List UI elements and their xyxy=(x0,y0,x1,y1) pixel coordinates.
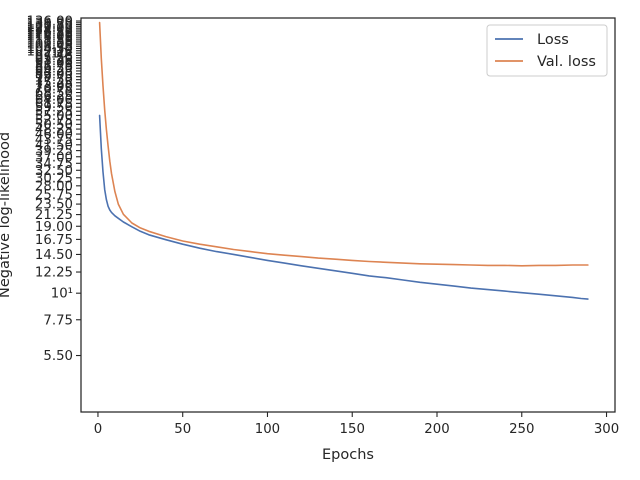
y-tick-label: 7.75 xyxy=(43,313,73,328)
y-tick-label: 127.00 xyxy=(26,22,73,37)
y-axis-ticks: 5.50 7.75 10¹ 12.25 14.5016.7519.0021.2523.5… xyxy=(26,15,81,364)
y-tick-label: 34.75 xyxy=(35,157,73,172)
y-tick-label: 106.75 xyxy=(26,40,73,55)
y-tick-label: 129.25 xyxy=(26,20,73,35)
series-line-0 xyxy=(98,114,589,300)
series-line-1 xyxy=(98,21,589,267)
y-tick-label: 75.25 xyxy=(35,76,73,91)
y-tick-label: 30.25 xyxy=(35,171,73,186)
y-tick-label: 118.00 xyxy=(26,29,73,44)
y-tick-label: 68.50 xyxy=(35,86,73,101)
y-tick-label: 122.50 xyxy=(26,25,73,40)
legend-label: Loss xyxy=(537,32,569,48)
y-axis-label: Negative log-likelihood xyxy=(0,132,13,298)
y-tick-label: 57.25 xyxy=(35,105,73,120)
x-tick-label: 200 xyxy=(424,422,449,437)
y-tick-label: 120.25 xyxy=(26,27,73,42)
y-tick-label: 21.25 xyxy=(35,208,73,223)
y-tick-label: 32.50 xyxy=(35,164,73,179)
y-tick-label: 113.50 xyxy=(26,33,73,48)
y-tick-label: 46.00 xyxy=(35,128,73,143)
y-tick-label: 25.75 xyxy=(35,188,73,203)
y-tick-label: 10² xyxy=(51,47,73,62)
y-tick-label: 104.50 xyxy=(26,42,73,57)
y-tick-label: 55.00 xyxy=(35,109,73,124)
y-tick-label: 41.50 xyxy=(35,138,73,153)
y-tick-label: 5.50 xyxy=(43,349,73,364)
y-tick-label: 14.50 xyxy=(35,248,73,263)
y-tick-label: 16.75 xyxy=(35,233,73,248)
x-tick-label: 50 xyxy=(174,422,191,437)
y-tick-label: 115.75 xyxy=(26,31,73,46)
y-tick-label: 97.75 xyxy=(35,49,73,64)
y-tick-label: 91.00 xyxy=(35,56,73,71)
x-axis-label: Epochs xyxy=(322,447,374,463)
legend: Loss Val. loss xyxy=(486,24,608,77)
y-tick-label: 88.75 xyxy=(35,59,73,74)
y-tick-label: 95.50 xyxy=(35,51,73,66)
x-axis-ticks: 0 50 100 150 200 250 300 xyxy=(94,412,619,437)
y-tick-label: 79.75 xyxy=(35,70,73,85)
y-tick-label: 61.75 xyxy=(35,97,73,112)
x-tick-label: 150 xyxy=(340,422,365,437)
y-tick-label: 124.75 xyxy=(26,24,73,39)
y-tick-label: 70.75 xyxy=(35,83,73,98)
y-tick-label: 37.00 xyxy=(35,150,73,165)
y-tick-label: 84.25 xyxy=(35,64,73,79)
y-tick-label: 86.50 xyxy=(35,62,73,77)
y-tick-label: 82.00 xyxy=(35,67,73,82)
x-tick-label: 250 xyxy=(509,422,534,437)
y-tick-label: 109.00 xyxy=(26,38,73,53)
y-tick-label: 64.00 xyxy=(35,93,73,108)
y-tick-label: 73.00 xyxy=(35,79,73,94)
y-tick-label: 10¹ xyxy=(51,287,73,302)
y-tick-label: 133.75 xyxy=(26,16,73,31)
y-tick-label: 59.50 xyxy=(35,101,73,116)
y-tick-label: 39.25 xyxy=(35,144,73,159)
y-tick-label: 102.25 xyxy=(26,44,73,59)
y-tick-label: 93.25 xyxy=(35,54,73,69)
x-tick-label: 300 xyxy=(594,422,619,437)
legend-label: Val. loss xyxy=(537,54,596,70)
y-tick-label: 19.00 xyxy=(35,220,73,235)
y-tick-label: 50.50 xyxy=(35,118,73,133)
series-layer xyxy=(98,21,589,300)
legend-box xyxy=(486,24,608,77)
x-tick-label: 100 xyxy=(255,422,280,437)
plot-area xyxy=(81,18,615,412)
y-tick-label: 48.25 xyxy=(35,123,73,138)
y-tick-label: 23.50 xyxy=(35,198,73,213)
y-tick-label: 136.00 xyxy=(26,15,73,30)
y-tick-label: 111.25 xyxy=(26,35,73,50)
y-tick-label: 28.00 xyxy=(35,179,73,194)
y-tick-label: 66.25 xyxy=(35,90,73,105)
y-tick-label: 52.75 xyxy=(35,113,73,128)
x-tick-label: 0 xyxy=(94,422,102,437)
y-tick-label: 12.25 xyxy=(35,266,73,281)
y-tick-label: 77.50 xyxy=(35,73,73,88)
y-tick-label: 131.50 xyxy=(26,18,73,33)
y-tick-label: 43.75 xyxy=(35,133,73,148)
